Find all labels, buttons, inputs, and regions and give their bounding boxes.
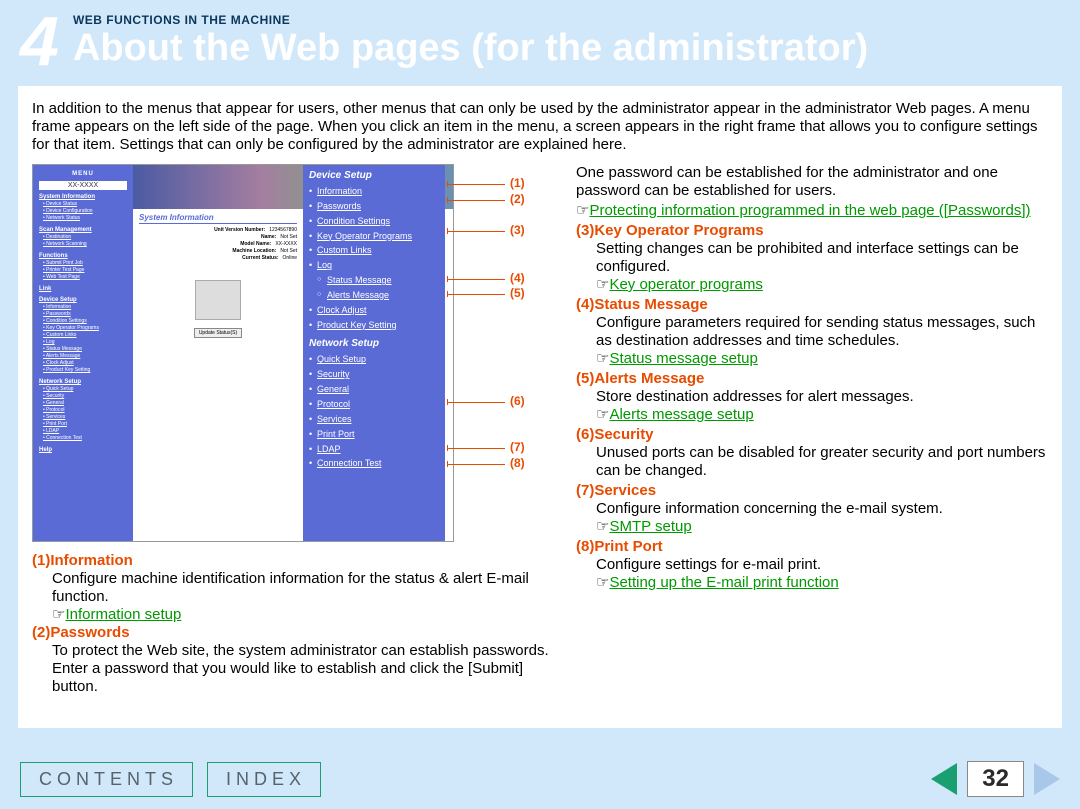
callout-line [447, 200, 505, 201]
callout-label: (5) [510, 286, 525, 300]
section-heading: (8)Print Port [576, 538, 1048, 556]
page-number: 32 [967, 761, 1024, 797]
callout-label: (8) [510, 456, 525, 470]
pointer-icon: ☞ [596, 350, 609, 367]
section-body: To protect the Web site, the system admi… [32, 642, 562, 696]
section-heading: (7)Services [576, 482, 1048, 500]
next-page-button[interactable] [1034, 763, 1060, 795]
ss-sidebar: MENU XX-XXXX System Information• Device … [33, 165, 133, 541]
link-passwords-protect[interactable]: Protecting information programmed in the… [589, 202, 1030, 219]
section-link[interactable]: Alerts message setup [609, 406, 753, 423]
section-heading: (2)Passwords [32, 624, 562, 642]
update-status-button: Update Status(S) [194, 328, 242, 338]
section-body: Configure parameters required for sendin… [576, 314, 1048, 350]
right-column: One password can be established for the … [576, 164, 1048, 696]
section-link[interactable]: Information setup [65, 606, 181, 623]
ss-device-setup-h: Device Setup [309, 170, 439, 181]
callout-line [447, 402, 505, 403]
header-text: WEB FUNCTIONS IN THE MACHINE About the W… [73, 13, 1060, 69]
ss-network-setup-h: Network Setup [309, 338, 439, 349]
section-body: Setting changes can be prohibited and in… [576, 240, 1048, 276]
section-heading: (3)Key Operator Programs [576, 222, 1048, 240]
pointer-icon: ☞ [52, 606, 65, 623]
section-link[interactable]: Status message setup [609, 350, 757, 367]
right-intro: One password can be established for the … [576, 164, 1048, 200]
pointer-icon: ☞ [596, 406, 609, 423]
section-heading: (6)Security [576, 426, 1048, 444]
callout-line [447, 294, 505, 295]
section-link[interactable]: Key operator programs [609, 276, 762, 293]
callout-line [447, 448, 505, 449]
page-header: 4 WEB FUNCTIONS IN THE MACHINE About the… [0, 0, 1080, 86]
pointer-icon: ☞ [596, 276, 609, 293]
section-heading: (1)Information [32, 552, 562, 570]
callout-tick [447, 445, 448, 451]
callout-line [447, 231, 505, 232]
callout-line [447, 279, 505, 280]
callout-tick [447, 228, 448, 234]
section-heading: (5)Alerts Message [576, 370, 1048, 388]
left-column: MENU XX-XXXX System Information• Device … [32, 164, 562, 696]
section-link[interactable]: Setting up the E-mail print function [609, 574, 838, 591]
printer-icon [195, 280, 241, 320]
prev-page-button[interactable] [931, 763, 957, 795]
callout-tick [447, 181, 448, 187]
header-subtitle: WEB FUNCTIONS IN THE MACHINE [73, 13, 1060, 27]
callout-tick [447, 461, 448, 467]
pointer-icon: ☞ [596, 574, 609, 591]
chapter-number: 4 [20, 6, 59, 76]
page-body: In addition to the menus that appear for… [18, 86, 1062, 728]
header-title: About the Web pages (for the administrat… [73, 29, 1060, 69]
callout-line [447, 184, 505, 185]
ss-info-title: System Information [139, 213, 297, 224]
content-area: MENU XX-XXXX System Information• Device … [32, 164, 1048, 696]
section-body: Configure machine identification informa… [32, 570, 562, 606]
callout-label: (3) [510, 223, 525, 237]
contents-button[interactable]: CONTENTS [20, 762, 193, 797]
section-link[interactable]: SMTP setup [609, 518, 691, 535]
section-body: Store destination addresses for alert me… [576, 388, 1048, 406]
section-body: Configure settings for e-mail print. [576, 556, 1048, 574]
callout-label: (7) [510, 440, 525, 454]
index-button[interactable]: INDEX [207, 762, 321, 797]
callout-label: (1) [510, 176, 525, 190]
callout-line [447, 464, 505, 465]
pointer-icon: ☞ [576, 202, 589, 219]
ss-device-menu: Device Setup InformationPasswordsConditi… [303, 165, 445, 541]
section-body: Configure information concerning the e-m… [576, 500, 1048, 518]
section-heading: (4)Status Message [576, 296, 1048, 314]
ss-model: XX-XXXX [39, 181, 127, 190]
callout-tick [447, 291, 448, 297]
section-body: Unused ports can be disabled for greater… [576, 444, 1048, 480]
ss-system-info: System Information Unit Version Number:1… [133, 209, 303, 541]
callout-label: (6) [510, 394, 525, 408]
ss-menu-header: MENU [39, 171, 127, 177]
intro-paragraph: In addition to the menus that appear for… [32, 100, 1048, 154]
admin-web-screenshot: MENU XX-XXXX System Information• Device … [32, 164, 454, 542]
callout-tick [447, 276, 448, 282]
page-footer: CONTENTS INDEX 32 [0, 749, 1080, 809]
callout-tick [447, 197, 448, 203]
callout-label: (4) [510, 271, 525, 285]
callout-label: (2) [510, 192, 525, 206]
left-text-block: (1)InformationConfigure machine identifi… [32, 552, 562, 696]
pointer-icon: ☞ [596, 518, 609, 535]
callout-tick [447, 399, 448, 405]
